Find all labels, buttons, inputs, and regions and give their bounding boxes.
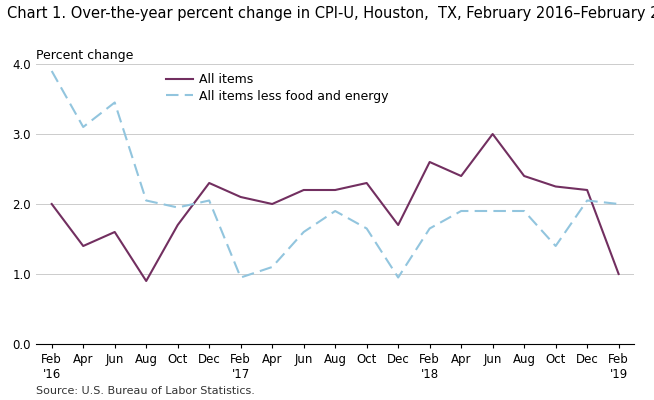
All items — [237, 194, 245, 199]
Text: Chart 1. Over-the-year percent change in CPI-U, Houston,  TX, February 2016–Febr: Chart 1. Over-the-year percent change in… — [7, 6, 654, 21]
Legend: All items, All items less food and energy: All items, All items less food and energ… — [165, 73, 388, 103]
All items less food and energy — [48, 69, 56, 74]
All items less food and energy — [205, 198, 213, 203]
All items — [583, 188, 591, 192]
All items less food and energy — [583, 198, 591, 203]
All items — [48, 202, 56, 206]
All items less food and energy — [237, 275, 245, 280]
All items — [331, 188, 339, 192]
All items less food and energy — [79, 125, 87, 130]
All items less food and energy — [111, 100, 118, 105]
All items — [457, 174, 465, 178]
All items — [268, 202, 276, 206]
All items — [426, 160, 434, 164]
All items less food and energy — [174, 205, 182, 210]
Text: Percent change: Percent change — [36, 49, 133, 62]
All items less food and energy — [615, 202, 623, 206]
All items less food and energy — [426, 226, 434, 231]
All items — [615, 272, 623, 276]
All items less food and energy — [520, 209, 528, 214]
All items — [111, 230, 118, 234]
All items — [300, 188, 307, 192]
All items — [489, 132, 496, 136]
Line: All items: All items — [52, 134, 619, 281]
All items less food and energy — [363, 226, 371, 231]
Line: All items less food and energy: All items less food and energy — [52, 71, 619, 278]
All items — [205, 181, 213, 186]
Text: Source: U.S. Bureau of Labor Statistics.: Source: U.S. Bureau of Labor Statistics. — [36, 386, 255, 396]
All items — [363, 181, 371, 186]
All items less food and energy — [268, 265, 276, 270]
All items — [143, 278, 150, 283]
All items less food and energy — [457, 209, 465, 214]
All items less food and energy — [394, 275, 402, 280]
All items less food and energy — [552, 244, 560, 248]
All items — [394, 222, 402, 227]
All items — [552, 184, 560, 189]
All items less food and energy — [300, 230, 307, 234]
All items — [79, 244, 87, 248]
All items less food and energy — [331, 209, 339, 214]
All items less food and energy — [143, 198, 150, 203]
All items — [520, 174, 528, 178]
All items less food and energy — [489, 209, 496, 214]
All items — [174, 222, 182, 227]
